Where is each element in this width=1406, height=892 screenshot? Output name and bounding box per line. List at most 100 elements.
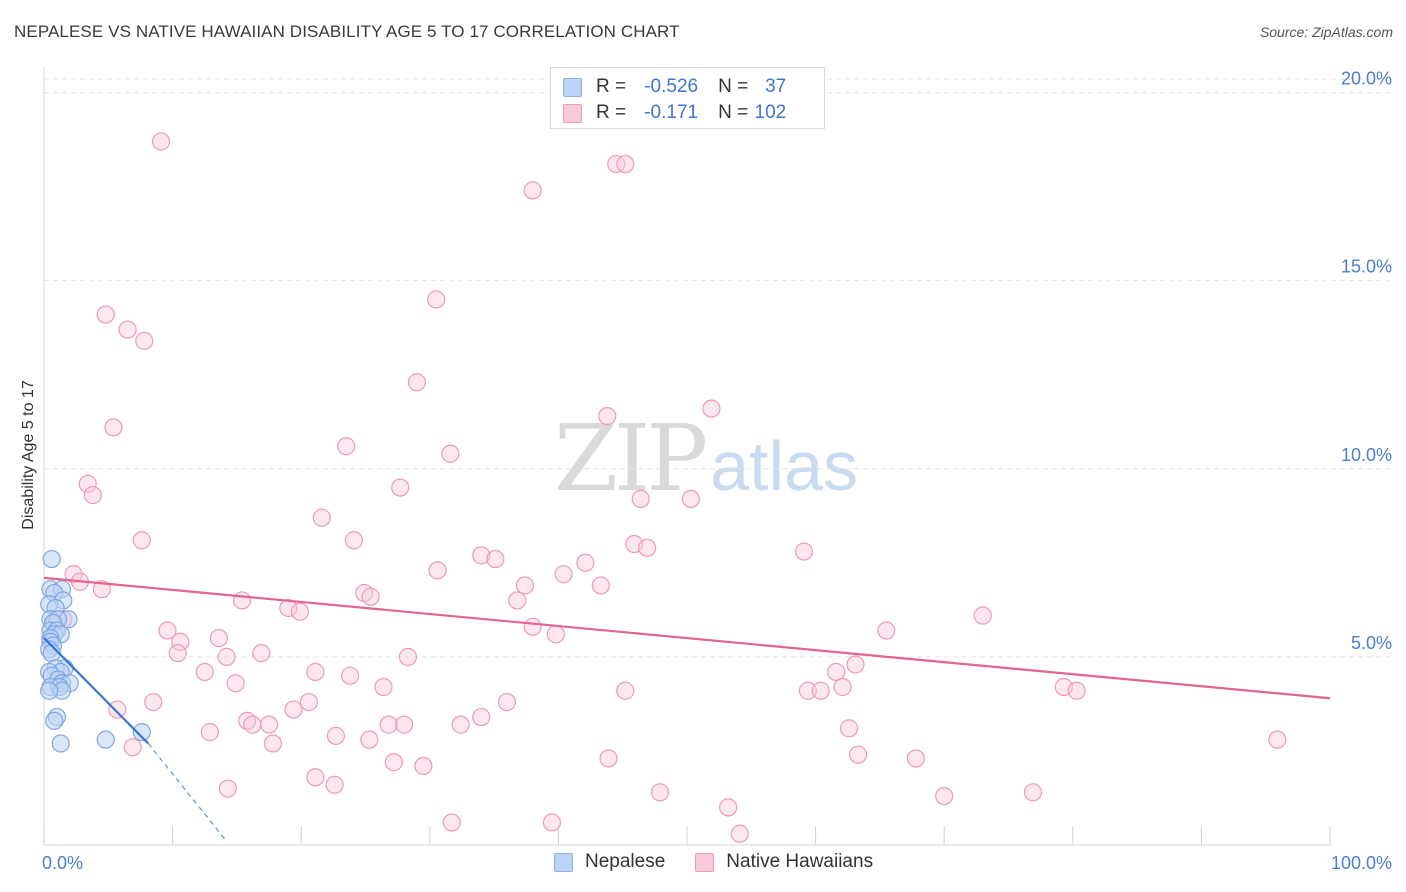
- native-hawaiians-point: [523, 181, 542, 200]
- native-hawaiians-point: [486, 549, 505, 569]
- axes: [43, 67, 1331, 846]
- native-hawaiians-point: [515, 576, 535, 595]
- native-hawaiians-point: [546, 625, 565, 644]
- native-hawaiians-point: [171, 632, 190, 651]
- nepalese-point: [132, 723, 151, 742]
- native-hawaiians-point: [1268, 730, 1287, 749]
- native-hawaiians-point: [151, 132, 171, 151]
- native-hawaiians-point: [394, 715, 414, 734]
- legend-row-native-hawaiians: R = -0.171 N = 102: [563, 101, 786, 125]
- native-hawaiians-point: [1067, 681, 1086, 700]
- legend-item-nepalese[interactable]: Nepalese: [554, 851, 665, 873]
- native-hawaiians-point: [441, 444, 460, 463]
- y-tick-label: 20.0%: [1341, 69, 1392, 89]
- x-tick-label-max: 100.0%: [1331, 853, 1392, 873]
- native-hawaiians-swatch: [563, 103, 582, 123]
- native-hawaiians-point: [279, 598, 298, 618]
- native-hawaiians-point: [78, 474, 97, 493]
- native-hawaiians-point: [135, 331, 154, 350]
- nepalese-points: [40, 549, 151, 753]
- native-hawaiians-point: [226, 674, 245, 693]
- r-value-native-hawaiians: -0.171: [644, 102, 699, 123]
- y-tick-label: 15.0%: [1341, 257, 1392, 277]
- native-hawaiians-point: [209, 628, 228, 648]
- native-hawaiians-trend-line: [43, 576, 1331, 700]
- native-hawaiians-point: [598, 407, 617, 426]
- native-hawaiians-point: [83, 486, 102, 505]
- nepalese-point: [96, 730, 115, 749]
- native-hawaiians-point: [104, 418, 123, 437]
- native-hawaiians-point: [384, 753, 403, 772]
- axis-labels: 5.0% 10.0% 15.0% 20.0% 0.0% 100.0% Disability …: [20, 69, 1392, 873]
- native-hawaiians-point: [906, 749, 926, 768]
- native-hawaiians-point: [833, 677, 852, 697]
- n-value-native-hawaiians: 102: [754, 102, 787, 123]
- trend-lines: [43, 576, 1331, 842]
- y-tick-label: 5.0%: [1351, 633, 1392, 653]
- legend-row-nepalese: R = -0.526 N = 37: [563, 75, 786, 99]
- n-label: N =: [718, 102, 749, 123]
- native-hawaiians-point: [554, 565, 573, 584]
- native-hawaiians-point: [344, 531, 364, 550]
- native-hawaiians-point: [442, 813, 461, 832]
- native-hawaiians-point: [118, 320, 137, 339]
- native-hawaiians-points: [45, 132, 1287, 843]
- native-hawaiians-legend-label: Native Hawaiians: [726, 851, 874, 872]
- native-hawaiians-point: [414, 756, 433, 776]
- r-label: R =: [596, 102, 627, 123]
- native-hawaiians-point: [827, 662, 846, 682]
- native-hawaiians-point: [497, 692, 517, 712]
- native-hawaiians-point: [427, 290, 446, 309]
- native-hawaiians-point: [144, 692, 163, 712]
- native-hawaiians-point: [638, 538, 657, 557]
- native-hawaiians-point: [542, 813, 562, 832]
- native-hawaiians-point: [508, 591, 527, 610]
- native-hawaiians-point: [591, 576, 610, 595]
- native-hawaiians-point: [232, 591, 252, 610]
- native-hawaiians-point: [361, 587, 380, 606]
- native-hawaiians-point: [973, 606, 992, 625]
- n-label: N =: [718, 76, 749, 97]
- native-hawaiians-point: [92, 580, 111, 599]
- legend-item-native-hawaiians[interactable]: Native Hawaiians: [695, 851, 873, 873]
- native-hawaiians-point: [252, 644, 271, 663]
- y-tick-label: 10.0%: [1341, 445, 1392, 465]
- native-hawaiians-point: [839, 719, 859, 738]
- nepalese-swatch: [563, 77, 582, 97]
- native-hawaiians-point: [650, 783, 670, 802]
- native-hawaiians-point: [337, 437, 356, 456]
- chart-title: NEPALESE VS NATIVE HAWAIIAN DISABILITY A…: [14, 22, 680, 41]
- native-hawaiians-point: [200, 723, 219, 742]
- native-hawaiians-point: [576, 553, 595, 572]
- native-hawaiians-point: [108, 700, 127, 719]
- native-hawaiians-point: [263, 734, 283, 753]
- native-hawaiians-point: [168, 644, 187, 663]
- native-hawaiians-point: [730, 824, 749, 843]
- native-hawaiians-point: [472, 546, 491, 565]
- native-hawaiians-point: [306, 662, 325, 682]
- native-hawaiians-point: [719, 798, 738, 817]
- native-hawaiians-point: [312, 508, 331, 527]
- native-hawaiians-point: [379, 715, 398, 734]
- gridlines: [44, 78, 1392, 658]
- native-hawaiians-point: [398, 647, 418, 666]
- native-hawaiians-point: [631, 489, 650, 508]
- native-hawaiians-point: [472, 707, 491, 727]
- native-hawaiians-point: [681, 489, 700, 508]
- r-label: R =: [596, 76, 627, 97]
- nepalese-point: [51, 734, 70, 753]
- nepalese-legend-swatch: [554, 852, 573, 872]
- native-hawaiians-point: [935, 786, 954, 806]
- native-hawaiians-point: [794, 542, 814, 561]
- native-hawaiians-point: [217, 647, 236, 666]
- native-hawaiians-point: [218, 779, 237, 798]
- native-hawaiians-point: [374, 677, 393, 697]
- native-hawaiians-point: [846, 655, 865, 674]
- native-hawaiians-point: [360, 730, 379, 749]
- native-hawaiians-point: [340, 666, 360, 685]
- nepalese-trend-line: [43, 637, 149, 745]
- native-hawaiians-point: [523, 617, 542, 636]
- native-hawaiians-point: [64, 565, 83, 584]
- native-hawaiians-point: [451, 715, 470, 734]
